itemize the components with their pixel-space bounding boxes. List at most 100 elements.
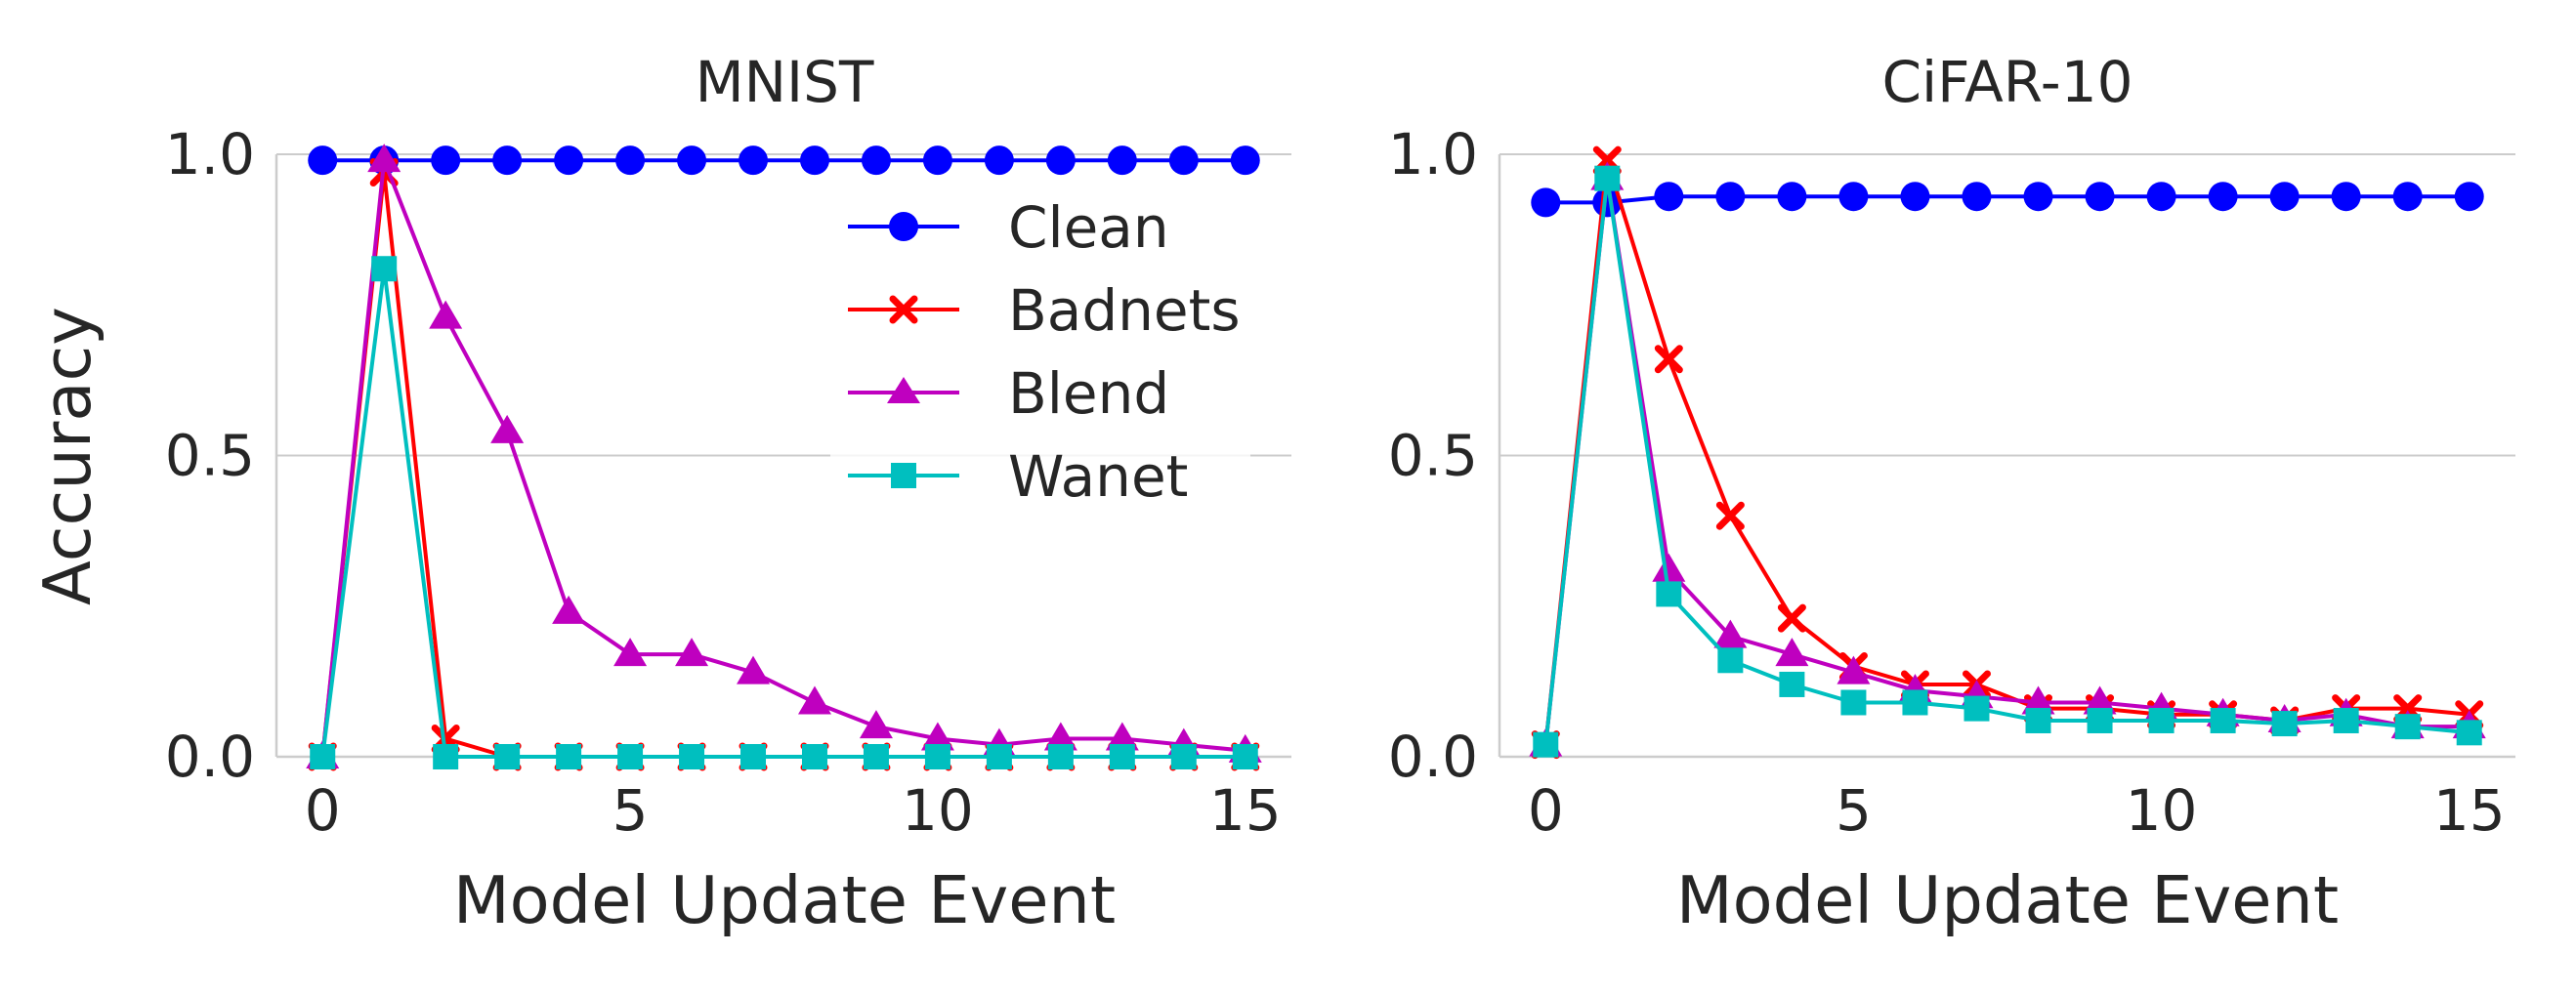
series-wanet-cifar10 bbox=[1533, 165, 2482, 758]
point-triangle bbox=[797, 685, 831, 715]
point-circle bbox=[799, 145, 829, 176]
point-circle bbox=[2023, 182, 2053, 212]
panel-title: MNIST bbox=[696, 49, 874, 115]
point-circle bbox=[615, 145, 646, 176]
point-circle bbox=[308, 145, 338, 176]
series-line bbox=[320, 267, 1246, 759]
series-line bbox=[1543, 176, 2470, 745]
point-triangle bbox=[675, 638, 709, 667]
series-line bbox=[1543, 158, 2470, 745]
legend-item-wanet: Wanet bbox=[848, 443, 1188, 510]
point-circle bbox=[1900, 182, 1930, 212]
point-triangle bbox=[859, 710, 893, 739]
point-circle bbox=[1715, 182, 1746, 212]
panel-mnist: MNIST Accuracy Model Update Event 0.0 0.5… bbox=[29, 49, 1291, 938]
point-triangle bbox=[367, 144, 401, 173]
point-square bbox=[2333, 707, 2359, 733]
point-circle bbox=[1654, 182, 1684, 212]
point-circle bbox=[1777, 182, 1807, 212]
point-square bbox=[1170, 744, 1197, 769]
point-circle bbox=[739, 145, 769, 176]
point-square bbox=[433, 744, 459, 769]
legend-item-badnets: Badnets bbox=[848, 277, 1241, 344]
point-triangle bbox=[552, 595, 586, 624]
x-tick-label: 10 bbox=[902, 777, 974, 844]
legend-marker-triangle bbox=[887, 377, 920, 403]
point-triangle bbox=[1043, 722, 1077, 751]
legend-item-blend: Blend bbox=[848, 360, 1169, 427]
point-circle bbox=[554, 145, 584, 176]
point-triangle bbox=[1837, 655, 1871, 684]
point-triangle bbox=[920, 722, 954, 751]
point-circle bbox=[1168, 145, 1199, 176]
point-circle bbox=[677, 145, 707, 176]
y-tick-label: 0.5 bbox=[165, 423, 255, 489]
point-square bbox=[2210, 707, 2236, 733]
y-tick-label: 1.0 bbox=[165, 121, 255, 187]
legend-label-blend: Blend bbox=[1008, 360, 1169, 427]
point-square bbox=[2394, 714, 2421, 740]
point-square bbox=[617, 744, 644, 769]
legend-item-clean: Clean bbox=[848, 194, 1169, 261]
point-triangle bbox=[1105, 722, 1139, 751]
x-axis-label: Model Update Event bbox=[1676, 862, 2339, 938]
point-circle bbox=[1592, 187, 1623, 218]
point-circle bbox=[984, 145, 1014, 176]
point-circle bbox=[1045, 145, 1076, 176]
point-square bbox=[1109, 744, 1135, 769]
point-x bbox=[1715, 501, 1745, 530]
point-circle bbox=[2454, 182, 2484, 212]
point-square bbox=[2271, 711, 2298, 737]
y-tick-label: 1.0 bbox=[1388, 121, 1478, 187]
x-tick-label: 5 bbox=[612, 777, 649, 844]
x-axis-label: Model Update Event bbox=[453, 862, 1116, 938]
point-square bbox=[1779, 671, 1805, 697]
point-circle bbox=[2392, 182, 2423, 212]
x-tick-label: 0 bbox=[1528, 777, 1564, 844]
point-square bbox=[494, 744, 521, 769]
point-square bbox=[740, 744, 767, 769]
point-triangle bbox=[2083, 685, 2117, 715]
point-square bbox=[1047, 744, 1074, 769]
point-square bbox=[1594, 165, 1621, 191]
point-square bbox=[863, 744, 889, 769]
panel-cifar10: CiFAR-10 Model Update Event 0.0 0.5 1.0 0 5 1… bbox=[1388, 49, 2515, 938]
x-tick-label: 5 bbox=[1836, 777, 1872, 844]
point-circle bbox=[431, 145, 461, 176]
x-tick-label: 15 bbox=[2433, 777, 2506, 844]
legend-label-wanet: Wanet bbox=[1008, 443, 1188, 510]
point-square bbox=[1717, 647, 1744, 674]
panel-title: CiFAR-10 bbox=[1881, 49, 2133, 115]
point-circle bbox=[1531, 187, 1561, 218]
legend-marker-square bbox=[891, 463, 916, 488]
y-axis-label: Accuracy bbox=[29, 307, 106, 605]
point-circle bbox=[1107, 145, 1137, 176]
series-line bbox=[1543, 176, 2470, 745]
point-triangle bbox=[2021, 685, 2055, 715]
point-circle bbox=[922, 145, 952, 176]
legend-label-clean: Clean bbox=[1008, 194, 1169, 261]
point-square bbox=[1964, 695, 1990, 722]
point-square bbox=[1656, 581, 1682, 607]
point-circle bbox=[1962, 182, 1992, 212]
point-square bbox=[371, 256, 398, 282]
point-circle bbox=[2331, 182, 2361, 212]
point-square bbox=[2025, 707, 2051, 733]
point-square bbox=[1840, 689, 1867, 716]
point-x bbox=[1654, 345, 1683, 374]
point-x bbox=[1777, 603, 1806, 633]
point-circle bbox=[492, 145, 523, 176]
point-square bbox=[2148, 707, 2175, 733]
point-triangle bbox=[1652, 553, 1686, 582]
series-clean-cifar10 bbox=[1531, 182, 2484, 218]
point-square bbox=[1533, 731, 1559, 758]
point-circle bbox=[2146, 182, 2176, 212]
point-square bbox=[2456, 720, 2482, 746]
x-tick-label: 10 bbox=[2126, 777, 2198, 844]
x-tick-label: 15 bbox=[1209, 777, 1282, 844]
point-triangle bbox=[490, 414, 525, 443]
legend: Clean Badnets Blend Wanet bbox=[830, 190, 1250, 522]
legend-marker-circle bbox=[889, 212, 918, 241]
point-circle bbox=[1230, 145, 1260, 176]
